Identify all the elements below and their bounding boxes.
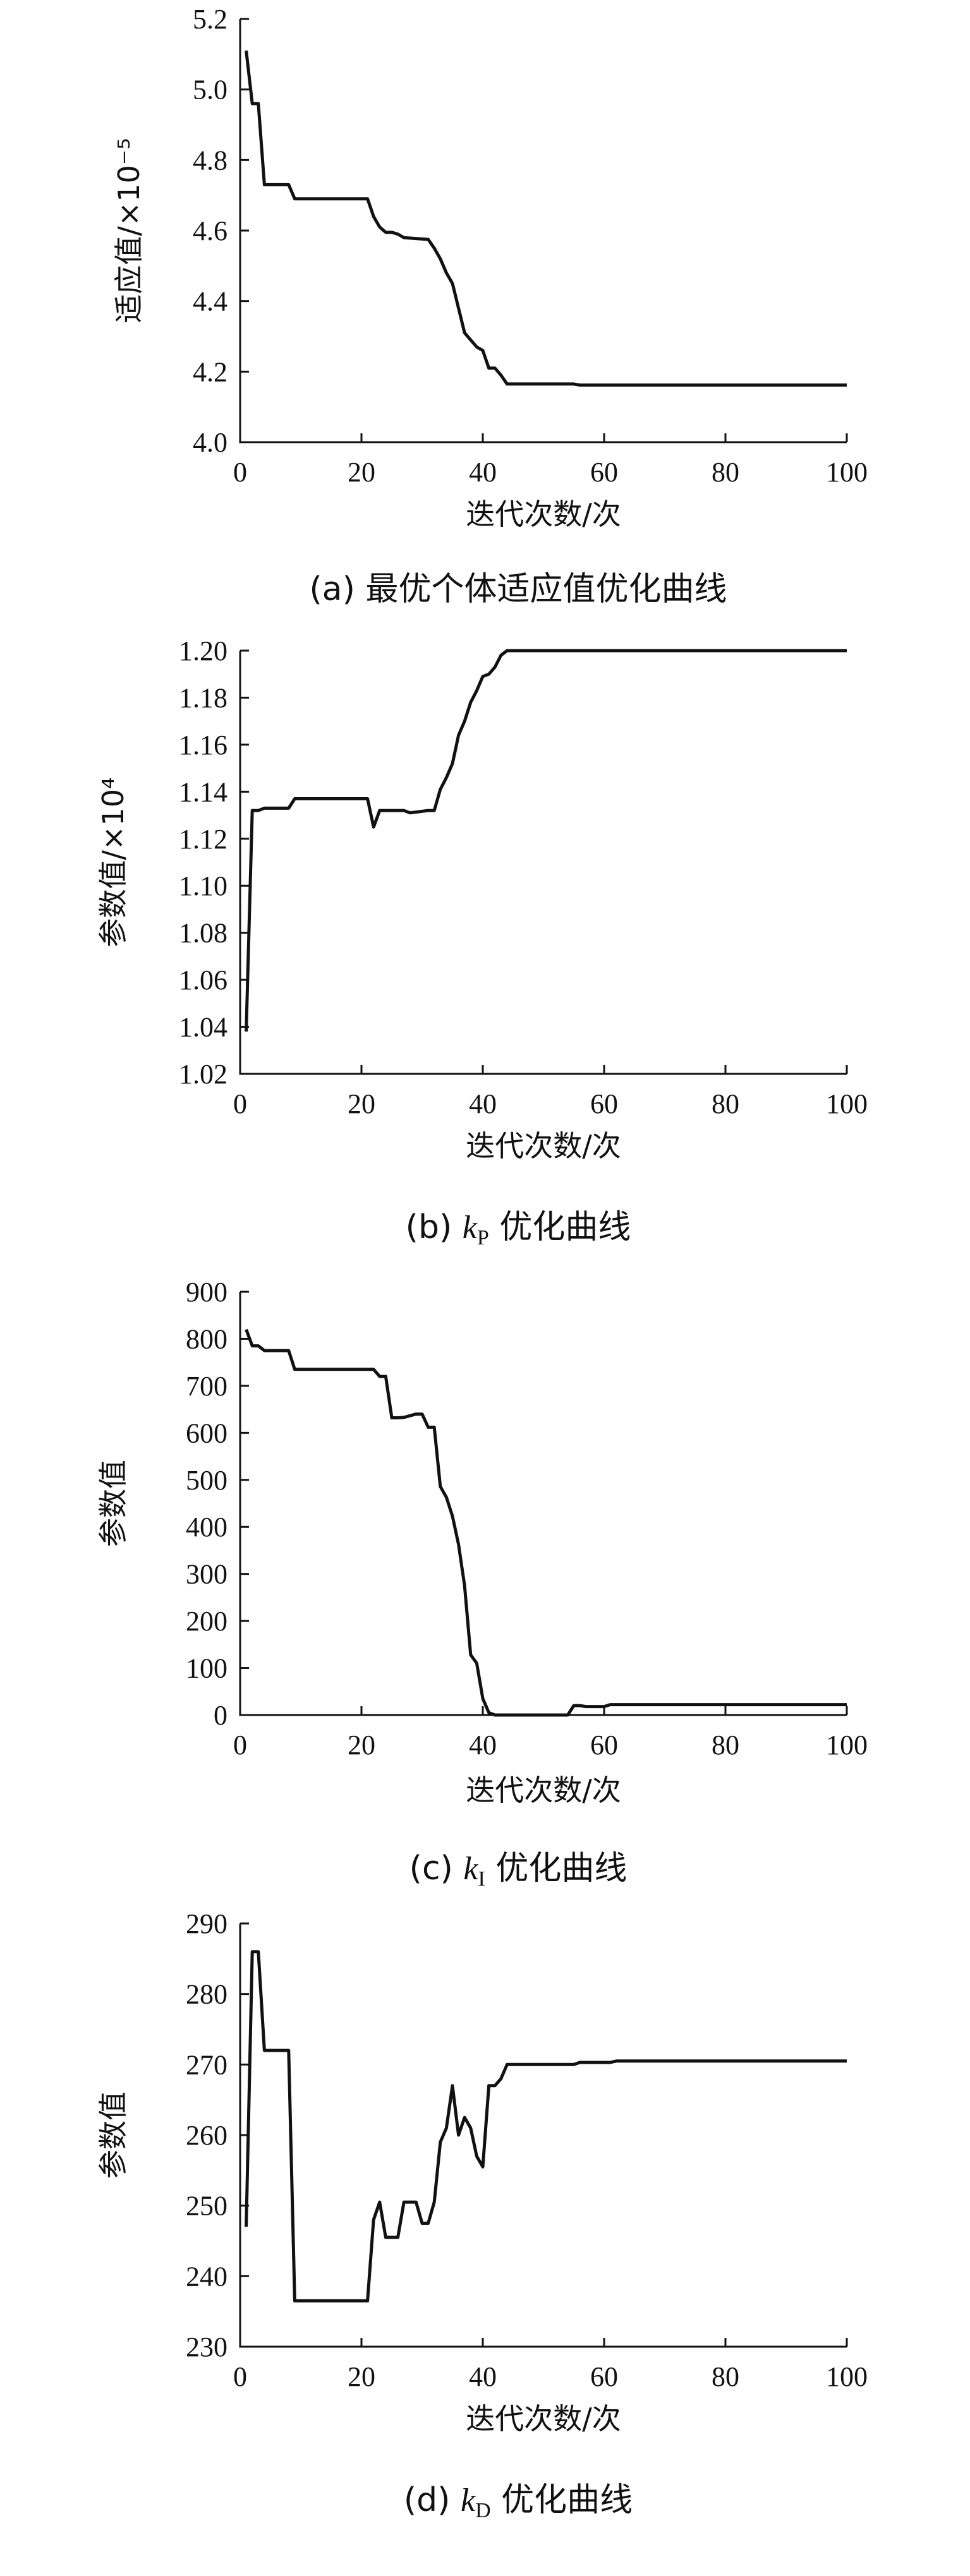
series-line <box>245 50 847 387</box>
x-tick-label: 40 <box>469 457 497 488</box>
y-tick-label: 1.10 <box>179 870 227 901</box>
y-tick-label: 270 <box>186 2049 227 2080</box>
x-tick-label: 80 <box>712 1730 739 1760</box>
y-tick-label: 5.2 <box>193 4 227 35</box>
y-axis-label: 参数值 <box>96 2091 130 2179</box>
y-tick-label: 5.0 <box>193 75 227 105</box>
axis-lines <box>239 651 847 1075</box>
y-axis-label: 适应值/×10⁻⁵ <box>112 138 146 323</box>
caption-prefix: (d) <box>404 2481 461 2519</box>
y-tick-label: 1.14 <box>179 776 227 807</box>
x-tick-label: 20 <box>348 457 375 488</box>
x-axis-label: 迭代次数/次 <box>466 497 621 531</box>
y-tick-label: 1.06 <box>179 965 227 996</box>
chart-3: 0 100 200 300 400 500 600 700 800 900 0 20 40 60 80 100… <box>96 1277 868 1891</box>
y-tick-label: 1.08 <box>179 918 227 949</box>
series-line <box>245 1328 847 1717</box>
y-tick-label: 1.12 <box>179 824 227 855</box>
x-tick-label: 80 <box>712 457 739 488</box>
y-tick-label: 280 <box>186 1979 227 2010</box>
caption-tail: 优化曲线 <box>485 1850 627 1887</box>
y-axis-label: 参数值/×10⁴ <box>96 777 130 947</box>
panel-caption: (d) kD 优化曲线 <box>404 2481 633 2522</box>
caption-subscript: P <box>477 1226 489 1249</box>
chart-1: 4.0 4.2 4.4 4.6 4.8 5.0 5.2 0 20 40 60 80 100 迭代次数/次 适… <box>112 4 868 608</box>
y-tick-label: 230 <box>186 2332 227 2362</box>
x-tick-label: 20 <box>348 1730 375 1760</box>
y-tick-label: 1.18 <box>179 682 227 713</box>
panel-caption: (c) kI 优化曲线 <box>409 1850 627 1891</box>
y-tick-label: 300 <box>186 1559 227 1590</box>
x-tick-label: 100 <box>826 1088 868 1119</box>
caption-k: k <box>461 2483 476 2519</box>
y-tick-label: 900 <box>186 1277 227 1308</box>
x-tick-label: 80 <box>712 1088 739 1119</box>
axis-lines <box>239 1292 847 1716</box>
y-tick-label: 4.2 <box>193 356 227 387</box>
x-axis-label: 迭代次数/次 <box>466 1129 621 1163</box>
x-axis-label: 迭代次数/次 <box>466 2402 621 2436</box>
y-axis-label: 参数值 <box>96 1460 130 1547</box>
x-tick-label: 0 <box>233 1088 247 1119</box>
caption-tail: 优化曲线 <box>491 2481 633 2519</box>
y-tick-label: 1.20 <box>179 635 227 666</box>
y-tick-label: 0 <box>214 1700 227 1731</box>
caption-subscript: I <box>478 1867 485 1891</box>
series-line <box>245 649 847 1032</box>
y-tick-label: 4.8 <box>193 145 227 176</box>
y-tick-label: 200 <box>186 1606 227 1637</box>
y-tick-label: 250 <box>186 2191 227 2222</box>
x-tick-label: 20 <box>348 2361 375 2392</box>
x-tick-label: 60 <box>590 1088 618 1119</box>
y-tick-label: 240 <box>186 2261 227 2292</box>
y-tick-label: 4.0 <box>193 427 227 458</box>
caption-k: k <box>463 1210 478 1246</box>
axis-lines <box>239 19 847 443</box>
y-tick-label: 4.4 <box>193 286 227 317</box>
y-tick-label: 1.02 <box>179 1059 227 1090</box>
x-tick-label: 40 <box>469 1088 497 1119</box>
y-tick-label: 600 <box>186 1417 227 1448</box>
x-tick-label: 20 <box>348 1088 375 1119</box>
y-tick-label: 700 <box>186 1371 227 1402</box>
x-tick-label: 60 <box>590 1730 618 1760</box>
x-axis-label: 迭代次数/次 <box>466 1773 621 1807</box>
x-tick-label: 100 <box>826 1730 868 1760</box>
y-tick-label: 260 <box>186 2120 227 2151</box>
caption-subscript: D <box>475 2499 491 2522</box>
x-tick-label: 0 <box>233 2361 247 2392</box>
x-tick-label: 40 <box>469 2361 497 2392</box>
y-tick-label: 1.04 <box>179 1012 227 1043</box>
axis-lines <box>239 1923 847 2348</box>
x-tick-label: 100 <box>826 2361 868 2392</box>
x-tick-label: 60 <box>590 2361 618 2392</box>
panel-caption: (a) 最优个体适应值优化曲线 <box>310 570 727 608</box>
series-line <box>245 1950 847 2302</box>
x-tick-label: 60 <box>590 457 618 488</box>
y-tick-label: 400 <box>186 1512 227 1543</box>
panel-caption: (b) kP 优化曲线 <box>406 1208 631 1249</box>
x-tick-label: 40 <box>469 1730 497 1760</box>
caption-k: k <box>463 1851 478 1887</box>
caption-tail: 优化曲线 <box>489 1208 631 1246</box>
x-tick-label: 0 <box>233 457 247 488</box>
y-tick-label: 1.16 <box>179 730 227 761</box>
chart-4: 230 240 250 260 270 280 290 0 20 40 60 80 100 迭代次数/次 参… <box>96 1908 868 2522</box>
y-tick-label: 100 <box>186 1653 227 1684</box>
x-tick-label: 80 <box>712 2361 739 2392</box>
chart-2: 1.02 1.04 1.06 1.08 1.10 1.12 1.14 1.16 1.18 1.20… <box>96 635 868 1249</box>
x-tick-label: 0 <box>233 1730 247 1760</box>
y-tick-label: 800 <box>186 1323 227 1354</box>
y-tick-label: 4.6 <box>193 215 227 246</box>
x-tick-label: 100 <box>826 457 868 488</box>
y-tick-label: 500 <box>186 1465 227 1496</box>
caption-prefix: (c) <box>409 1850 464 1887</box>
y-tick-label: 290 <box>186 1908 227 1939</box>
caption-prefix: (b) <box>406 1208 463 1246</box>
